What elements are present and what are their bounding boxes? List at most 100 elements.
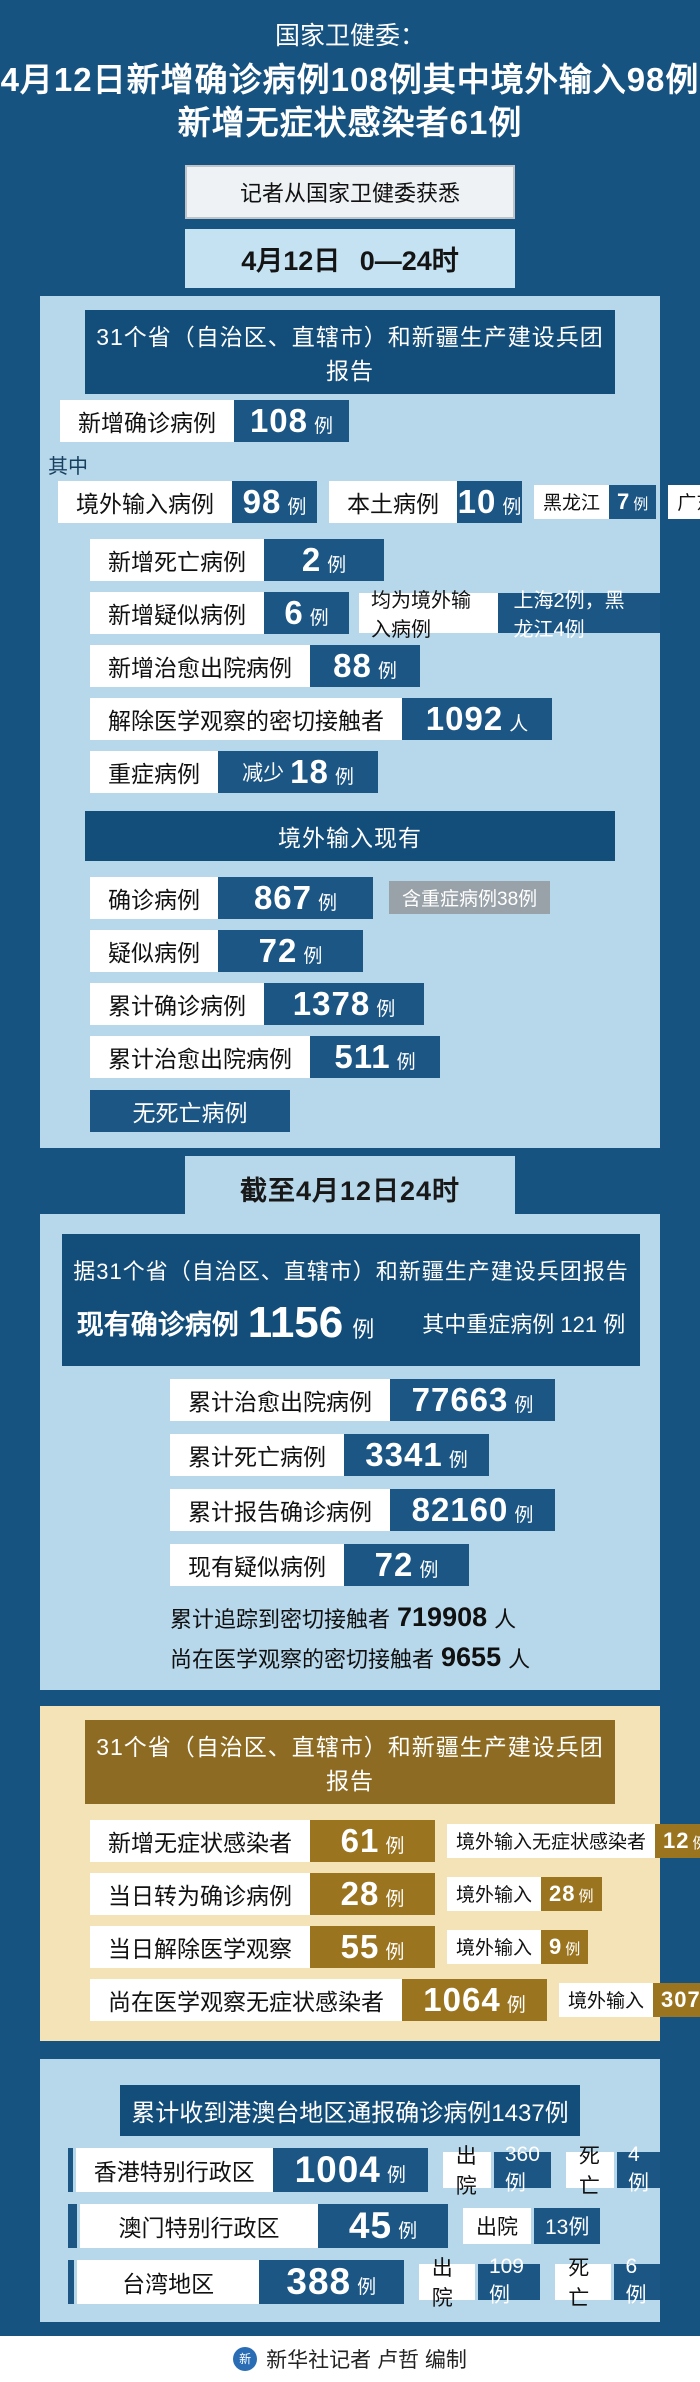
- current-confirmed-label: 现有确诊病例: [77, 1303, 239, 1342]
- row-value: 82160: [412, 1491, 509, 1529]
- row-severe-change: 重症病例 减少 18 例: [90, 751, 660, 793]
- row-unit: 例: [335, 762, 354, 789]
- title-line-2: 新增无症状感染者61例: [0, 102, 700, 145]
- trace-label: 尚在医学观察的密切接触者: [170, 1642, 434, 1674]
- row-value-box: 6 例: [264, 592, 349, 634]
- cumulative-intro-box: 据31个省（自治区、直辖市）和新疆生产建设兵团报告 现有确诊病例 1156 例 …: [62, 1234, 640, 1366]
- row-label: 新增疑似病例: [90, 592, 264, 634]
- row-value: 867: [254, 879, 312, 917]
- row-taiwan: 台湾地区 388 例 出院 109例 死亡 6例: [68, 2260, 660, 2304]
- current-confirmed-value: 1156: [248, 1298, 343, 1348]
- row-value-box: 减少 18 例: [218, 751, 378, 793]
- panel-asymptomatic: 31个省（自治区、直辖市）和新疆生产建设兵团报告 新增无症状感染者 61 例 境…: [40, 1706, 660, 2041]
- footer-credit-bar: 新 新华社记者 卢哲 编制: [0, 2336, 700, 2382]
- row-new-asymptomatic: 新增无症状感染者 61 例 境外输入无症状感染者 12 例: [90, 1820, 660, 1862]
- sub-value-box: 9 例: [541, 1930, 588, 1964]
- row-value: 18: [290, 753, 329, 791]
- row-new-suspected: 新增疑似病例 6 例 均为境外输入病例 上海2例，黑龙江4例: [90, 592, 660, 634]
- intro-line2: 现有确诊病例 1156 例 其中重症病例 121 例: [70, 1298, 632, 1348]
- row-value: 1378: [293, 985, 370, 1023]
- panel3-header-bar: 31个省（自治区、直辖市）和新疆生产建设兵团报告: [85, 1720, 615, 1804]
- trace-label: 累计追踪到密切接触者: [170, 1602, 390, 1634]
- among-label: 其中: [48, 450, 660, 479]
- row-value-box: 1064 例: [402, 1979, 547, 2021]
- row-accent-bar: [68, 2260, 74, 2304]
- row-value-box: 2 例: [264, 539, 384, 581]
- row-unit: 例: [449, 1445, 468, 1472]
- row-released-medical-observation: 当日解除医学观察 55 例 境外输入 9 例: [90, 1926, 660, 1968]
- suspected-note: 均为境外输入病例: [359, 593, 498, 633]
- region-value: 388: [286, 2261, 351, 2303]
- row-label: 新增死亡病例: [90, 539, 264, 581]
- row-value-box: 108 例: [234, 400, 349, 442]
- row-still-under-observation: 尚在医学观察无症状感染者 1064 例 境外输入 307 例: [90, 1979, 660, 2021]
- row-macao: 澳门特别行政区 45 例 出院 13例: [68, 2204, 660, 2248]
- under-observation-line: 尚在医学观察的密切接触者 9655 人: [170, 1642, 660, 1674]
- region-value: 45: [349, 2205, 392, 2247]
- row-value-box: 61 例: [310, 1820, 435, 1862]
- row-value-box: 55 例: [310, 1926, 435, 1968]
- sub-value: 307: [661, 1987, 700, 2013]
- cutoff-tab-wrap: 截至4月12日24时: [0, 1148, 700, 1214]
- row-unit: 例: [507, 1990, 526, 2017]
- deaths-value: 4例: [617, 2152, 660, 2188]
- row-value-box: 98 例: [232, 481, 317, 523]
- row-value-box: 72 例: [218, 930, 363, 972]
- trace-unit: 人: [494, 1602, 516, 1634]
- sub-label: 境外输入: [559, 1983, 653, 2017]
- suspected-detail: 上海2例，黑龙江4例: [498, 593, 660, 633]
- row-label: 新增治愈出院病例: [90, 645, 310, 687]
- discharged-label: 出院: [463, 2208, 531, 2244]
- row-label: 当日转为确诊病例: [90, 1873, 310, 1915]
- region-value-box: 1004 例: [273, 2148, 428, 2192]
- xinhua-logo-icon: 新: [233, 2347, 257, 2371]
- row-value-prefix: 减少: [242, 757, 284, 787]
- trace-value: 9655: [441, 1642, 501, 1673]
- row-value: 28: [341, 1875, 380, 1913]
- row-imported-local: 境外输入病例 98 例 本土病例 10 例 黑龙江 7 例 广东 3 例: [58, 481, 660, 523]
- row-value-box-local: 10 例: [457, 481, 522, 523]
- sub-value: 28: [549, 1881, 575, 1907]
- sub-value-box: 12 例: [655, 1824, 700, 1858]
- panel-cumulative-figures: 据31个省（自治区、直辖市）和新疆生产建设兵团报告 现有确诊病例 1156 例 …: [40, 1214, 660, 1690]
- row-value: 55: [341, 1928, 380, 1966]
- title-line-1: 4月12日新增确诊病例108例其中境外输入98例: [0, 59, 700, 102]
- row-label: 累计报告确诊病例: [170, 1489, 390, 1531]
- sub-unit: 例: [693, 1832, 700, 1853]
- row-unit: 例: [303, 941, 322, 968]
- row-value-box: 867 例: [218, 877, 373, 919]
- row-new-deaths: 新增死亡病例 2 例: [90, 539, 660, 581]
- region-label: 香港特别行政区: [76, 2148, 273, 2192]
- row-value-box: 82160 例: [390, 1489, 555, 1531]
- breakdown-value: 7: [617, 489, 630, 515]
- row-value-box: 511 例: [310, 1036, 440, 1078]
- discharged-label: 出院: [443, 2152, 491, 2188]
- row-value: 77663: [412, 1381, 509, 1419]
- source-kicker: 国家卫健委：: [0, 0, 700, 52]
- row-label: 现有疑似病例: [170, 1544, 344, 1586]
- trace-value: 719908: [397, 1602, 487, 1633]
- row-value-box: 28 例: [310, 1873, 435, 1915]
- row-unit: 例: [287, 492, 306, 519]
- row-unit: 例: [310, 603, 329, 630]
- row-label: 重症病例: [90, 751, 218, 793]
- region-value-box: 388 例: [259, 2260, 404, 2304]
- discharged-value: 13例: [534, 2208, 600, 2244]
- breakdown-label-heilongjiang: 黑龙江: [534, 485, 609, 519]
- row-value: 1064: [423, 1981, 500, 2019]
- deaths-label: 死亡: [566, 2152, 614, 2188]
- row-label: 累计治愈出院病例: [90, 1036, 310, 1078]
- sub-value: 9: [549, 1934, 562, 1960]
- row-value: 72: [375, 1546, 414, 1584]
- row-label: 尚在医学观察无症状感染者: [90, 1979, 402, 2021]
- intro-line1: 据31个省（自治区、直辖市）和新疆生产建设兵团报告: [70, 1254, 632, 1286]
- row-unit: 例: [318, 888, 337, 915]
- row-unit: 例: [385, 1884, 404, 1911]
- main-title: 4月12日新增确诊病例108例其中境外输入98例 新增无症状感染者61例: [0, 59, 700, 145]
- row-new-confirmed: 新增确诊病例 108 例: [60, 400, 660, 442]
- row-label: 累计死亡病例: [170, 1434, 344, 1476]
- row-unit: 例: [397, 1047, 416, 1074]
- discharged-value: 360例: [494, 2152, 551, 2188]
- row-value-box: 72 例: [344, 1544, 469, 1586]
